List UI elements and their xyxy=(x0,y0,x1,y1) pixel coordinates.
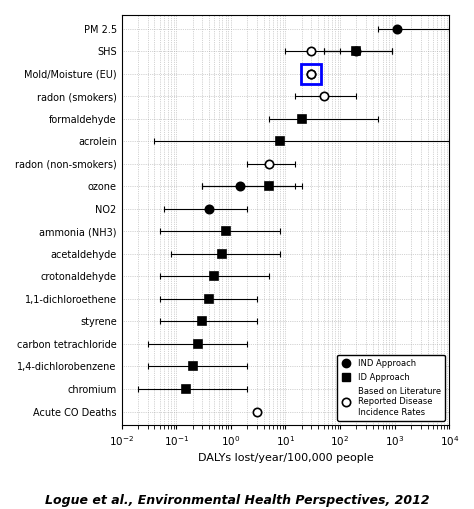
Legend: IND Approach, ID Approach, Based on Literature
Reported Disease
Incidence Rates: IND Approach, ID Approach, Based on Lite… xyxy=(337,355,445,421)
X-axis label: DALYs lost/year/100,000 people: DALYs lost/year/100,000 people xyxy=(198,454,374,464)
Text: Logue et al., Environmental Health Perspectives, 2012: Logue et al., Environmental Health Persp… xyxy=(45,494,429,507)
